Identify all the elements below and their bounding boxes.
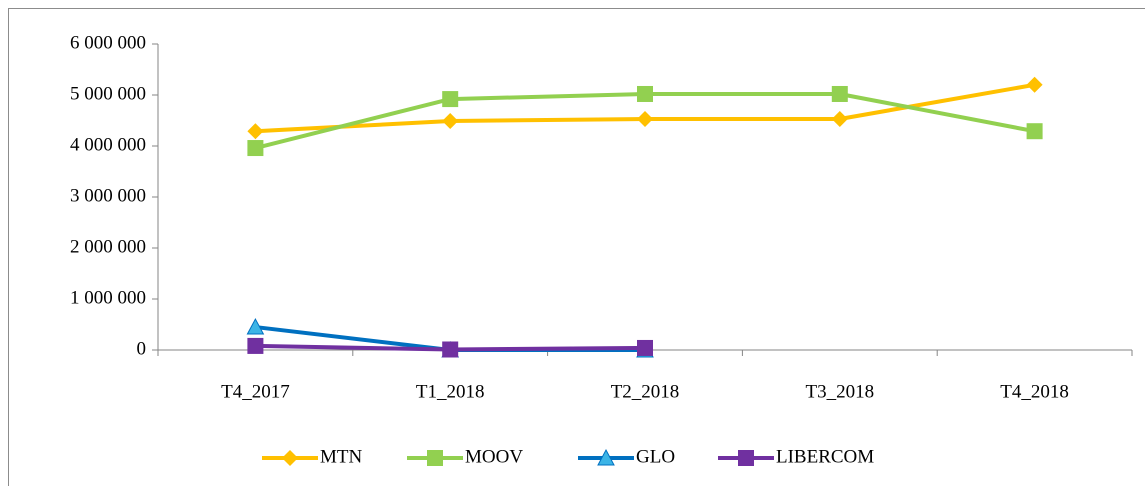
x-tick-label: T1_2018 bbox=[416, 381, 485, 402]
y-tick-label: 6 000 000 bbox=[70, 32, 146, 53]
y-tick-label: 0 bbox=[137, 338, 147, 359]
legend-marker bbox=[427, 450, 443, 466]
data-point bbox=[442, 341, 459, 358]
x-tick-label: T3_2018 bbox=[805, 381, 874, 402]
data-point bbox=[1026, 76, 1043, 93]
data-point bbox=[831, 110, 848, 127]
chart-border bbox=[8, 8, 1145, 486]
x-tick-label: T2_2018 bbox=[611, 381, 680, 402]
y-tick-label: 3 000 000 bbox=[70, 185, 146, 206]
data-point bbox=[247, 140, 264, 157]
y-tick-label: 1 000 000 bbox=[70, 287, 146, 308]
y-tick-label: 2 000 000 bbox=[70, 236, 146, 257]
data-point bbox=[247, 123, 264, 140]
legend-marker bbox=[738, 450, 754, 466]
data-point bbox=[442, 91, 459, 108]
data-point bbox=[442, 113, 459, 130]
data-point bbox=[637, 339, 653, 356]
data-point bbox=[637, 85, 653, 102]
y-tick-label: 4 000 000 bbox=[70, 134, 146, 155]
legend-label: MOOV bbox=[465, 446, 523, 467]
data-point bbox=[247, 337, 264, 354]
data-point bbox=[831, 85, 848, 102]
legend-marker bbox=[597, 448, 615, 466]
legend-label: GLO bbox=[636, 446, 675, 467]
data-point bbox=[1026, 123, 1043, 140]
data-point bbox=[637, 110, 653, 127]
x-tick-label: T4_2017 bbox=[221, 381, 290, 402]
y-tick-label: 5 000 000 bbox=[70, 83, 146, 104]
legend-label: LIBERCOM bbox=[776, 446, 874, 467]
x-tick-label: T4_2018 bbox=[1000, 381, 1069, 402]
legend-label: MTN bbox=[320, 446, 363, 467]
legend-marker bbox=[282, 450, 298, 466]
data-point bbox=[246, 317, 265, 335]
